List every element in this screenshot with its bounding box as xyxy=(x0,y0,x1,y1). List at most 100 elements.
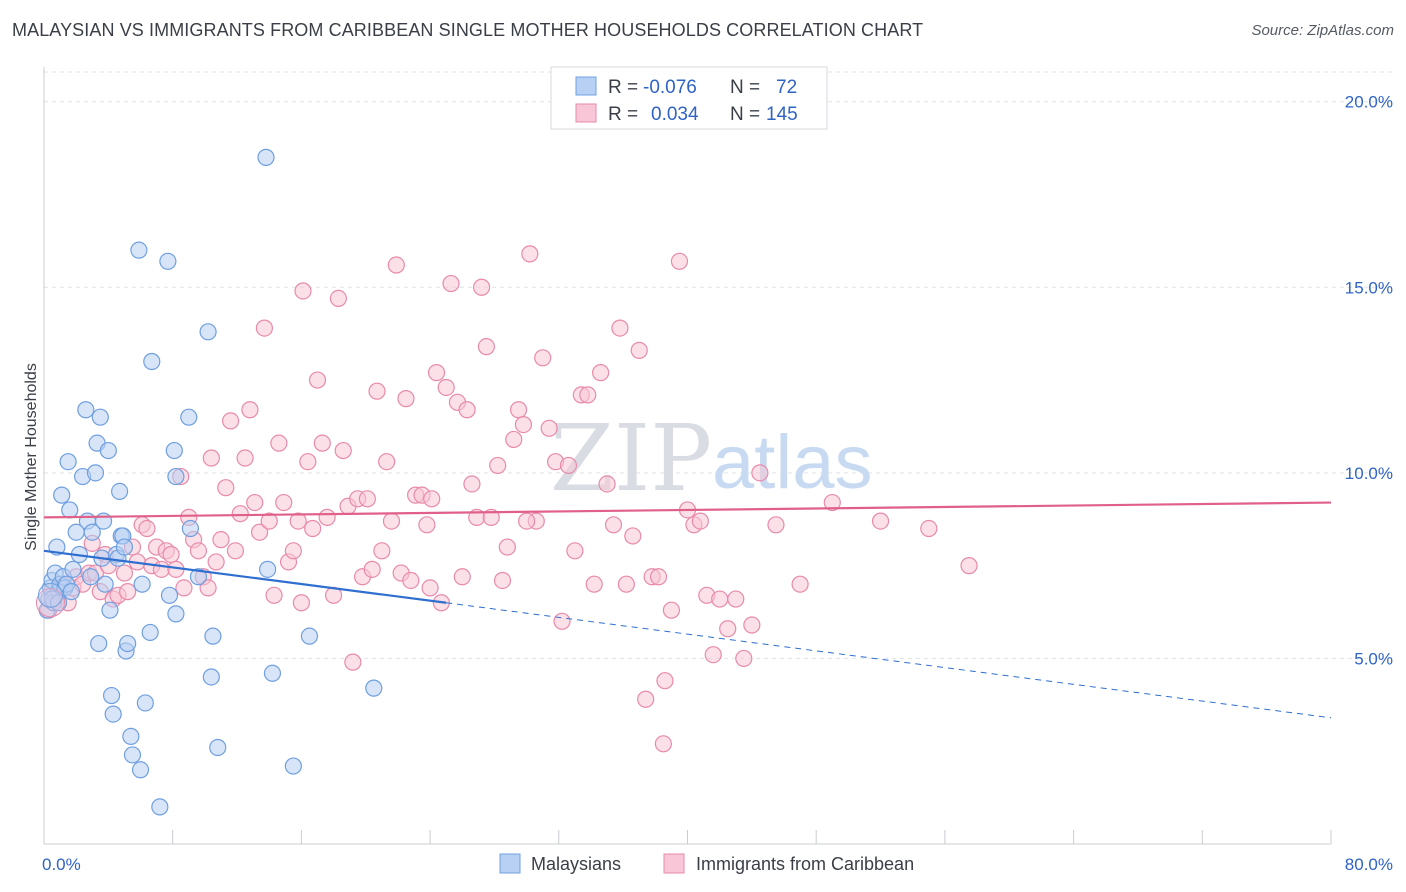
point-caribbean xyxy=(592,364,610,382)
point-malaysian xyxy=(62,583,80,601)
point-malaysian xyxy=(64,560,82,578)
point-caribbean xyxy=(299,453,317,471)
point-malaysian xyxy=(263,664,282,682)
point-caribbean xyxy=(202,449,220,467)
bottom-legend-malaysians: Malaysians xyxy=(531,854,621,874)
point-malaysian xyxy=(99,441,117,460)
point-caribbean xyxy=(387,256,405,274)
point-caribbean xyxy=(175,579,193,597)
point-caribbean xyxy=(743,616,761,634)
point-caribbean xyxy=(598,475,616,493)
point-caribbean xyxy=(514,415,533,434)
point-malaysian xyxy=(130,241,148,259)
point-malaysian xyxy=(136,694,154,712)
point-caribbean xyxy=(656,672,674,690)
point-malaysian xyxy=(204,627,222,645)
point-malaysian xyxy=(111,482,129,501)
point-malaysian xyxy=(257,148,275,166)
point-malaysian xyxy=(300,627,319,645)
legend-r-value: 0.034 xyxy=(651,104,699,125)
point-caribbean xyxy=(493,571,512,590)
gridlines xyxy=(44,71,1392,659)
point-caribbean xyxy=(458,401,476,419)
point-caribbean xyxy=(477,338,496,356)
point-caribbean xyxy=(373,542,391,560)
point-caribbean xyxy=(275,493,293,512)
point-caribbean xyxy=(207,553,225,571)
bottom-legend-swatch-malaysians xyxy=(499,853,521,874)
legend-r-label: R = xyxy=(608,104,638,125)
point-caribbean xyxy=(871,512,890,530)
point-malaysian xyxy=(365,679,383,697)
trend-line-caribbean xyxy=(43,501,1332,519)
legend-swatch-malaysians xyxy=(575,76,597,96)
point-caribbean xyxy=(509,401,528,419)
point-caribbean xyxy=(670,252,689,270)
point-malaysian xyxy=(131,761,150,779)
point-malaysian xyxy=(86,464,105,482)
point-cluster xyxy=(37,582,63,608)
point-caribbean xyxy=(304,519,322,538)
point-caribbean xyxy=(489,456,507,475)
point-malaysian xyxy=(165,441,183,460)
point-malaysian xyxy=(143,352,161,371)
point-caribbean xyxy=(534,349,552,367)
point-caribbean xyxy=(222,412,240,430)
point-caribbean xyxy=(217,479,235,497)
point-caribbean xyxy=(751,464,769,482)
point-caribbean xyxy=(482,508,500,526)
point-caribbean xyxy=(241,401,259,419)
point-caribbean xyxy=(427,364,446,382)
point-malaysian xyxy=(181,519,199,538)
x-tick-label: 80.0% xyxy=(1345,855,1393,874)
point-malaysian xyxy=(122,727,140,745)
point-caribbean xyxy=(823,493,841,512)
watermark: ZIP atlas xyxy=(550,405,873,512)
chart-title: MALAYSIAN VS IMMIGRANTS FROM CARIBBEAN S… xyxy=(12,20,924,40)
tick-labels: 5.0% 10.0% 15.0% 20.0% 0.0% 80.0% xyxy=(42,93,1393,874)
point-caribbean xyxy=(250,523,269,541)
point-caribbean xyxy=(540,419,558,437)
point-caribbean xyxy=(236,449,254,467)
point-malaysian xyxy=(83,523,101,541)
bottom-legend: Malaysians Immigrants from Caribbean xyxy=(499,853,914,874)
point-malaysian xyxy=(259,560,277,578)
point-malaysian xyxy=(96,575,114,593)
point-caribbean xyxy=(270,434,288,452)
point-malaysian xyxy=(199,323,217,341)
point-caribbean xyxy=(735,649,753,668)
point-malaysian xyxy=(53,486,71,504)
point-caribbean xyxy=(453,568,471,586)
point-caribbean xyxy=(920,519,938,538)
point-caribbean xyxy=(791,575,809,593)
point-caribbean xyxy=(189,542,208,560)
point-malaysian xyxy=(77,401,95,419)
point-caribbean xyxy=(704,646,722,664)
y-tick-label: 15.0% xyxy=(1345,278,1393,297)
point-caribbean xyxy=(727,590,745,608)
point-caribbean xyxy=(162,545,180,564)
point-caribbean xyxy=(382,512,401,530)
point-caribbean xyxy=(313,434,331,452)
point-caribbean xyxy=(199,579,217,597)
y-tick-label: 10.0% xyxy=(1345,464,1393,483)
point-caribbean xyxy=(289,512,307,530)
source-label: Source: ZipAtlas.com xyxy=(1251,22,1394,39)
point-caribbean xyxy=(212,531,230,549)
point-malaysian xyxy=(91,408,109,426)
point-malaysian xyxy=(82,568,100,586)
axes xyxy=(43,67,1332,845)
point-caribbean xyxy=(418,516,436,534)
point-caribbean xyxy=(318,508,336,526)
point-caribbean xyxy=(518,512,536,530)
legend-r-label: R = xyxy=(608,77,638,98)
y-axis-label: Single Mother Households xyxy=(23,363,40,551)
point-caribbean xyxy=(662,601,681,619)
point-caribbean xyxy=(378,453,396,471)
y-tick-label: 5.0% xyxy=(1354,649,1393,668)
point-caribbean xyxy=(637,690,655,708)
point-malaysian xyxy=(141,623,159,642)
point-caribbean xyxy=(329,289,348,308)
point-malaysian xyxy=(284,757,302,775)
point-malaysian xyxy=(59,453,77,471)
